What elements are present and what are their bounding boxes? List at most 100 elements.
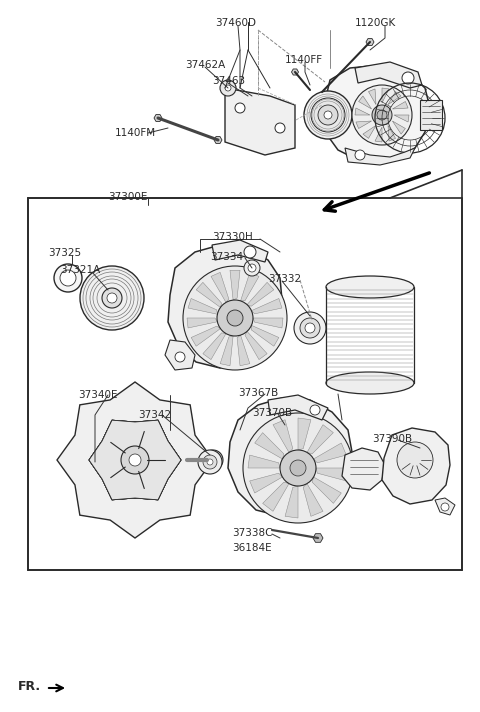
Circle shape bbox=[318, 105, 338, 125]
Text: 37367B: 37367B bbox=[238, 388, 278, 398]
Circle shape bbox=[280, 450, 316, 486]
Polygon shape bbox=[212, 240, 268, 262]
Circle shape bbox=[235, 103, 245, 113]
Circle shape bbox=[304, 91, 352, 139]
Polygon shape bbox=[89, 420, 181, 500]
Circle shape bbox=[310, 405, 320, 415]
Polygon shape bbox=[187, 318, 217, 328]
Text: 37330H: 37330H bbox=[212, 232, 253, 242]
Circle shape bbox=[175, 352, 185, 362]
Text: 1140FF: 1140FF bbox=[285, 55, 323, 65]
Polygon shape bbox=[168, 245, 282, 368]
Circle shape bbox=[294, 312, 326, 344]
Polygon shape bbox=[220, 336, 233, 366]
Polygon shape bbox=[388, 92, 401, 105]
Polygon shape bbox=[392, 102, 408, 109]
Polygon shape bbox=[230, 271, 240, 300]
Polygon shape bbox=[268, 395, 328, 420]
Polygon shape bbox=[57, 382, 213, 538]
Polygon shape bbox=[247, 283, 274, 306]
Polygon shape bbox=[253, 318, 283, 328]
Circle shape bbox=[203, 450, 223, 470]
Polygon shape bbox=[188, 298, 217, 314]
Circle shape bbox=[248, 264, 256, 272]
Polygon shape bbox=[203, 333, 226, 360]
Text: 37342: 37342 bbox=[138, 410, 171, 420]
Text: 1120GK: 1120GK bbox=[355, 18, 396, 28]
Circle shape bbox=[290, 460, 306, 476]
Ellipse shape bbox=[326, 276, 414, 298]
Polygon shape bbox=[355, 62, 422, 88]
Polygon shape bbox=[356, 121, 372, 128]
Polygon shape bbox=[165, 340, 195, 370]
Circle shape bbox=[352, 85, 412, 145]
Circle shape bbox=[244, 260, 260, 276]
Text: FR.: FR. bbox=[18, 680, 41, 693]
Circle shape bbox=[220, 80, 236, 96]
Polygon shape bbox=[394, 115, 409, 122]
Polygon shape bbox=[298, 418, 311, 450]
Polygon shape bbox=[313, 534, 323, 543]
Text: 37390B: 37390B bbox=[372, 434, 412, 444]
Circle shape bbox=[54, 264, 82, 292]
Polygon shape bbox=[366, 38, 374, 46]
Polygon shape bbox=[251, 325, 279, 346]
Polygon shape bbox=[245, 331, 267, 360]
Circle shape bbox=[355, 150, 365, 160]
Circle shape bbox=[324, 111, 332, 119]
Polygon shape bbox=[89, 420, 181, 500]
Ellipse shape bbox=[326, 372, 414, 394]
Polygon shape bbox=[303, 483, 323, 516]
Polygon shape bbox=[240, 273, 259, 301]
Text: 37338C: 37338C bbox=[232, 528, 273, 538]
Circle shape bbox=[311, 98, 345, 132]
Circle shape bbox=[203, 455, 217, 469]
Circle shape bbox=[244, 246, 256, 258]
Circle shape bbox=[243, 413, 353, 523]
Circle shape bbox=[441, 503, 449, 511]
Text: 37300E: 37300E bbox=[108, 192, 147, 202]
Polygon shape bbox=[228, 398, 352, 516]
Circle shape bbox=[402, 72, 414, 84]
Polygon shape bbox=[392, 121, 406, 134]
Polygon shape bbox=[345, 148, 415, 165]
Polygon shape bbox=[382, 88, 389, 103]
Polygon shape bbox=[375, 127, 382, 142]
Circle shape bbox=[60, 270, 76, 286]
Circle shape bbox=[208, 455, 218, 465]
Polygon shape bbox=[89, 420, 181, 500]
Circle shape bbox=[377, 110, 387, 120]
Bar bbox=[420, 100, 442, 130]
Circle shape bbox=[300, 318, 320, 338]
Text: 37325: 37325 bbox=[48, 248, 81, 258]
Polygon shape bbox=[363, 125, 376, 138]
Polygon shape bbox=[312, 477, 341, 503]
Circle shape bbox=[372, 105, 392, 125]
Circle shape bbox=[275, 123, 285, 133]
Text: 37340E: 37340E bbox=[78, 390, 118, 400]
Polygon shape bbox=[307, 424, 333, 454]
Polygon shape bbox=[313, 443, 346, 463]
Circle shape bbox=[227, 310, 243, 326]
Polygon shape bbox=[252, 298, 282, 314]
Polygon shape bbox=[263, 482, 289, 511]
Text: 37321A: 37321A bbox=[60, 265, 100, 275]
Circle shape bbox=[183, 266, 287, 370]
Polygon shape bbox=[355, 108, 370, 115]
Polygon shape bbox=[225, 88, 295, 155]
Text: 37370B: 37370B bbox=[252, 408, 292, 418]
Text: 37462A: 37462A bbox=[185, 60, 225, 70]
Polygon shape bbox=[250, 473, 282, 493]
Text: 36184E: 36184E bbox=[232, 543, 272, 553]
Text: 1140FM: 1140FM bbox=[115, 128, 156, 138]
Polygon shape bbox=[435, 498, 455, 515]
Circle shape bbox=[225, 85, 231, 91]
Text: 37334: 37334 bbox=[210, 252, 243, 262]
Polygon shape bbox=[285, 486, 298, 518]
Polygon shape bbox=[382, 428, 450, 504]
Circle shape bbox=[107, 293, 117, 303]
Polygon shape bbox=[273, 419, 293, 452]
Polygon shape bbox=[323, 65, 430, 163]
Polygon shape bbox=[369, 89, 376, 105]
Polygon shape bbox=[359, 96, 372, 109]
